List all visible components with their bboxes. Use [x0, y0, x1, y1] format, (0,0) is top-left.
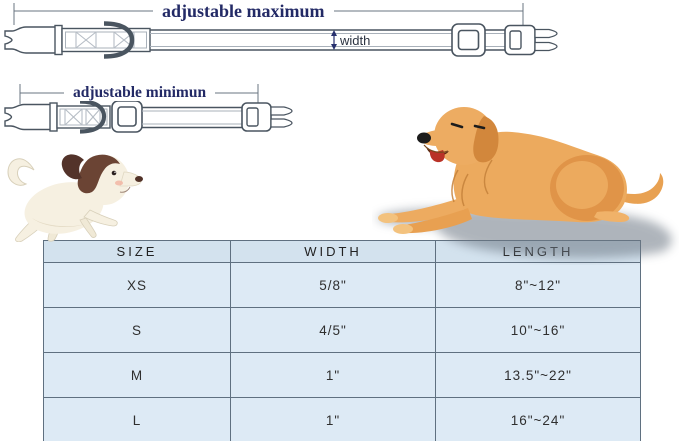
dog-tail	[607, 173, 664, 204]
adjustable-minimum-label: adjustable minimun	[64, 84, 216, 101]
puppy-blush	[115, 180, 123, 186]
dog-hind-paw	[594, 211, 630, 222]
puppy-tail	[7, 158, 35, 186]
collar-diagram-maximum: width	[4, 3, 558, 59]
puppy-head	[79, 155, 129, 205]
dog-ear	[473, 116, 499, 163]
dog-thigh	[550, 155, 624, 221]
puppy-body	[24, 182, 104, 234]
puppy-mouth	[119, 186, 131, 193]
dog-tongue	[429, 150, 445, 163]
puppy-hind-leg	[15, 215, 47, 242]
cell-width: 1"	[230, 397, 436, 441]
webbing-band	[56, 105, 111, 129]
cell-width: 5/8"	[230, 262, 436, 308]
puppy-flying-ear	[61, 154, 84, 180]
cell-length: 16"~24"	[435, 397, 641, 441]
d-ring-icon	[103, 21, 135, 59]
tri-glide-slider-icon	[451, 23, 486, 57]
cell-width: 4/5"	[230, 307, 436, 353]
puppy-illustration	[7, 154, 143, 242]
width-label: width	[339, 33, 370, 48]
cell-length: 13.5"~22"	[435, 352, 641, 398]
puppy-front-leg	[83, 209, 118, 227]
strap	[150, 29, 506, 51]
strap	[142, 106, 244, 129]
dog-front-leg	[382, 198, 464, 223]
buckle-bar	[54, 24, 63, 56]
dog-head	[417, 107, 499, 165]
table-row-s: S 4/5" 10"~16"	[43, 307, 641, 353]
size-table-header-row: SIZE WIDTH LENGTH	[43, 240, 641, 263]
header-length: LENGTH	[435, 240, 641, 263]
stitch-box	[64, 108, 101, 126]
header-width: WIDTH	[230, 240, 436, 263]
d-ring-icon	[79, 99, 107, 134]
cell-size: XS	[43, 262, 231, 308]
collar-diagram-minimum	[4, 84, 293, 134]
dog-eyes	[450, 122, 486, 130]
puppy-eye	[111, 170, 117, 176]
dog-fur-creases	[451, 159, 493, 207]
size-table: SIZE WIDTH LENGTH XS 5/8" 8"~12" S 4/5" …	[43, 240, 641, 441]
width-annotation: width	[331, 30, 370, 50]
webbing-band	[61, 27, 151, 53]
cell-length: 10"~16"	[435, 307, 641, 353]
puppy-ear-patch	[77, 154, 120, 194]
cell-size: M	[43, 352, 231, 398]
header-size: SIZE	[43, 240, 231, 263]
female-buckle-icon	[4, 26, 58, 54]
female-buckle-icon	[4, 103, 53, 131]
dog-body	[453, 131, 627, 223]
male-buckle-icon	[504, 24, 558, 56]
adjustable-maximum-label: adjustable maximum	[153, 1, 334, 21]
table-row-l: L 1" 16"~24"	[43, 397, 641, 441]
cell-size: L	[43, 397, 231, 441]
cell-width: 1"	[230, 352, 436, 398]
tri-glide-slider-icon	[111, 100, 143, 133]
dog-nose	[417, 132, 431, 144]
table-row-xs: XS 5/8" 8"~12"	[43, 262, 641, 308]
cell-length: 8"~12"	[435, 262, 641, 308]
table-row-m: M 1" 13.5"~22"	[43, 352, 641, 398]
male-buckle-icon	[241, 102, 293, 132]
puppy-muzzle	[119, 171, 142, 187]
puppy-nose	[135, 176, 143, 182]
buckle-bar	[49, 102, 58, 132]
cell-size: S	[43, 307, 231, 353]
dog-mouth	[426, 147, 449, 156]
